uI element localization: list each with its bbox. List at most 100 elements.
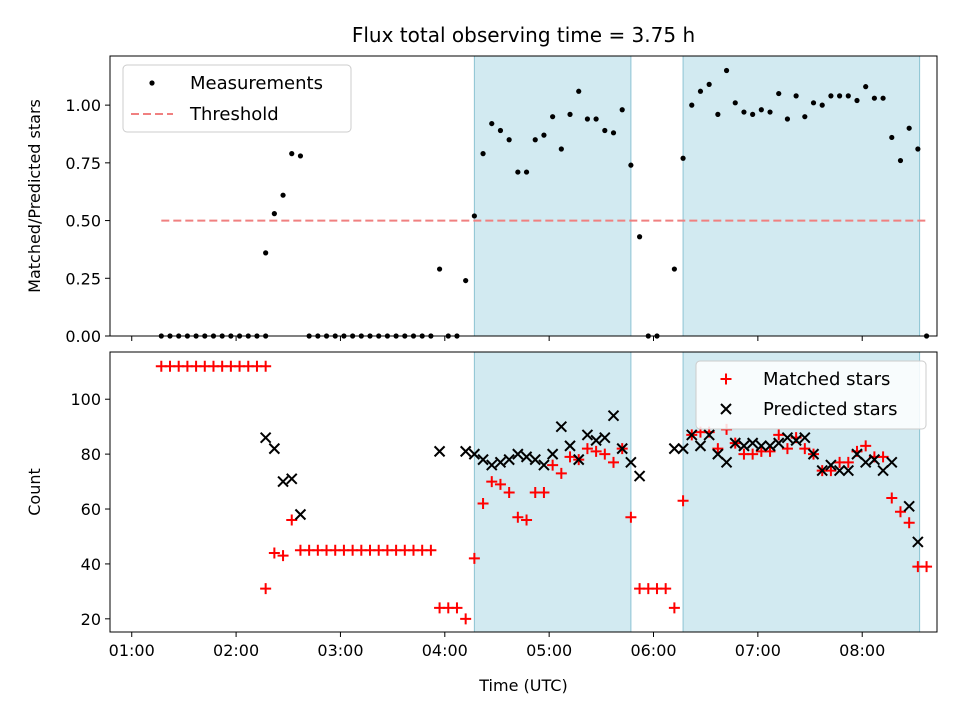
measurement-point: [915, 146, 921, 152]
measurement-point: [593, 116, 599, 122]
predicted-point: [277, 475, 289, 488]
predicted-point: [790, 434, 802, 447]
measurement-point: [393, 333, 399, 339]
predicted-point: [729, 437, 741, 449]
predicted-point: [538, 459, 550, 471]
predicted-point: [877, 464, 889, 477]
measurement-point: [567, 111, 573, 117]
measurement-point: [897, 157, 904, 164]
measurement-point: [471, 213, 477, 219]
measurement-point: [167, 333, 173, 339]
plot-frame: [109, 351, 938, 633]
predicted-point: [886, 456, 898, 469]
predicted-point: [268, 442, 281, 455]
measurement-point: [184, 333, 190, 339]
x-tick-label: 08:00: [839, 641, 885, 660]
y-axis-label: Matched/Predicted stars: [25, 99, 44, 293]
observing-window-0: [473, 55, 632, 337]
measurement-point: [654, 333, 660, 339]
matched-point: [260, 360, 272, 372]
legend-label-predicted: Predicted stars: [763, 399, 897, 420]
measurement-point: [732, 100, 738, 106]
matched-point: [581, 443, 593, 455]
legend-label-measurements: Measurements: [190, 73, 323, 94]
matched-point: [608, 456, 620, 468]
legend-marker-predicted: [720, 403, 732, 415]
predicted-point: [764, 440, 776, 452]
matched-point: [842, 456, 854, 468]
predicted-point: [607, 409, 620, 422]
predicted-point: [633, 470, 646, 482]
matched-point: [512, 511, 524, 523]
x-tick-label: 06:00: [630, 641, 676, 660]
measurement-point: [845, 93, 851, 99]
measurement-point: [489, 120, 495, 127]
matched-point: [460, 613, 472, 625]
matched-point: [521, 514, 533, 526]
predicted-point: [546, 448, 559, 460]
predicted-point: [755, 440, 768, 452]
measurement-point: [680, 155, 686, 161]
predicted-point: [677, 442, 689, 455]
measurement-point: [315, 333, 321, 339]
measurement-point: [350, 333, 356, 339]
matched-point: [781, 443, 793, 455]
measurement-point: [176, 333, 182, 339]
predicted-point: [833, 464, 846, 477]
predicted-point: [294, 508, 307, 521]
measurement-point: [454, 333, 460, 339]
predicted-point: [477, 453, 489, 466]
y-tick-label: 0.50: [65, 212, 101, 231]
measurement-point: [810, 100, 817, 106]
measurement-point: [584, 116, 591, 122]
x-tick-label: 01:00: [109, 641, 155, 660]
measurement-point: [784, 116, 791, 122]
measurement-point: [645, 333, 651, 339]
measurement-point: [497, 127, 504, 134]
measurement-point: [428, 333, 434, 339]
measurement-point: [741, 109, 747, 115]
observing-window-0: [473, 351, 632, 633]
measurement-point: [923, 333, 930, 339]
matched-point: [486, 476, 498, 488]
predicted-point: [746, 437, 759, 449]
matched-point: [625, 511, 637, 523]
predicted-point: [825, 459, 837, 471]
measurement-point: [445, 333, 451, 339]
measurement-point: [436, 266, 443, 272]
matched-point: [799, 443, 811, 455]
measurement-point: [341, 333, 347, 339]
predicted-point: [286, 473, 298, 485]
measurement-point: [358, 333, 364, 339]
legend-marker-measurements: [149, 80, 155, 86]
predicted-point: [433, 445, 446, 458]
measurement-point: [323, 333, 330, 339]
predicted-point: [555, 420, 568, 433]
y-tick-label: 0.75: [65, 154, 101, 173]
x-tick-label: 05:00: [526, 641, 572, 660]
legend-box: [122, 64, 352, 133]
measurement-point: [402, 333, 408, 339]
matched-point: [668, 602, 680, 614]
measurement-point: [202, 333, 208, 339]
measurement-point: [463, 277, 469, 284]
measurement-point: [480, 151, 486, 157]
matched-point: [747, 448, 759, 460]
measurement-point: [254, 333, 260, 339]
y-tick-label: 80: [81, 445, 101, 464]
measurement-point: [750, 111, 756, 117]
matched-point: [547, 459, 559, 471]
predicted-point: [807, 448, 820, 460]
measurement-point: [837, 93, 843, 99]
x-tick-label: 02:00: [213, 641, 259, 660]
x-tick-label: 07:00: [735, 641, 781, 660]
predicted-point: [512, 448, 524, 460]
y-axis-label: Count: [25, 468, 44, 516]
predicted-point: [468, 448, 481, 460]
measurement-point: [271, 211, 277, 217]
measurement-point: [419, 333, 425, 339]
measurement-point: [193, 333, 199, 339]
measurement-point: [332, 333, 338, 339]
matched-point: [825, 465, 837, 477]
